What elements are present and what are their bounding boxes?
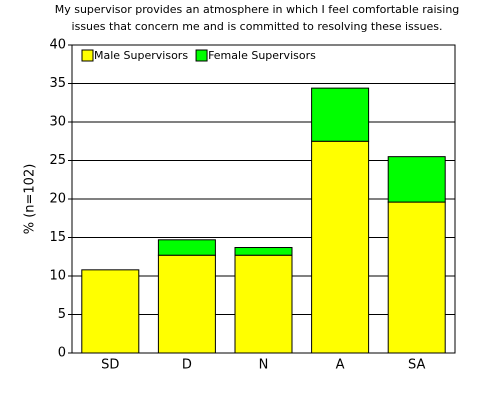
y-tick-label: 35	[49, 76, 66, 91]
x-tick-label: A	[336, 358, 345, 373]
legend-swatch	[81, 49, 94, 62]
y-tick-label: 30	[49, 115, 66, 130]
y-axis-label: % (n=102)	[23, 164, 38, 235]
bar-segment	[311, 140, 370, 354]
bar-segment	[157, 254, 216, 354]
y-tick-label: 0	[58, 346, 66, 361]
x-tick-label: D	[182, 358, 192, 373]
bar-segment	[311, 87, 370, 142]
legend-label: Female Supervisors	[208, 49, 316, 62]
y-tick-label: 20	[49, 192, 66, 207]
x-tick-label: SA	[408, 358, 425, 373]
x-tick-label: SD	[101, 358, 119, 373]
bar-segment	[234, 247, 293, 256]
bar-segment	[387, 201, 446, 354]
legend-label: Male Supervisors	[94, 49, 188, 62]
bar-segment	[81, 269, 140, 354]
x-tick-label: N	[259, 358, 269, 373]
y-tick-label: 15	[49, 230, 66, 245]
legend-swatch	[195, 49, 208, 62]
y-tick-label: 10	[49, 269, 66, 284]
bar-segment	[234, 254, 293, 354]
chart-title: issues that concern me and is committed …	[72, 20, 443, 33]
y-tick-label: 40	[49, 38, 66, 53]
chart-title: My supervisor provides an atmosphere in …	[55, 3, 460, 16]
y-tick-label: 5	[58, 307, 66, 322]
bar-segment	[387, 156, 446, 203]
y-tick-label: 25	[49, 153, 66, 168]
bar-segment	[157, 239, 216, 256]
